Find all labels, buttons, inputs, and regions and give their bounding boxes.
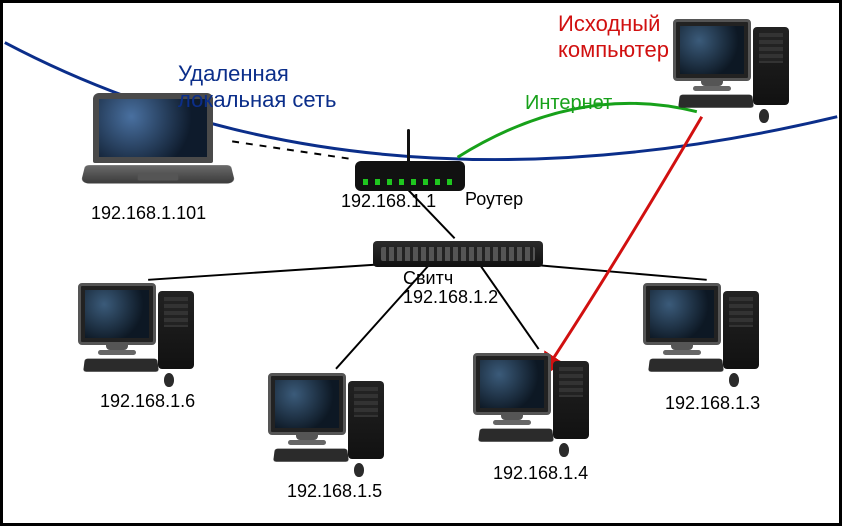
ip-router: 192.168.1.1 bbox=[341, 191, 436, 213]
desktop-pc6 bbox=[78, 283, 218, 393]
label-source-computer: Исходный компьютер bbox=[558, 11, 669, 64]
ip-pc4: 192.168.1.4 bbox=[493, 463, 588, 485]
ip-pc5: 192.168.1.5 bbox=[287, 481, 382, 503]
desktop-pc4 bbox=[473, 353, 613, 463]
edge-switch-pc3 bbox=[524, 264, 707, 280]
desktop-pc5 bbox=[268, 373, 408, 483]
ip-laptop: 192.168.1.101 bbox=[91, 203, 206, 225]
switch bbox=[373, 241, 543, 267]
desktop-source bbox=[673, 19, 813, 129]
label-router: Роутер bbox=[465, 189, 523, 211]
label-remote-lan: Удаленная локальная сеть bbox=[178, 61, 336, 114]
ip-switch: 192.168.1.2 bbox=[403, 287, 498, 309]
router bbox=[355, 131, 465, 191]
ip-pc6: 192.168.1.6 bbox=[100, 391, 195, 413]
edge-laptop-router bbox=[232, 141, 353, 159]
edge-switch-pc6 bbox=[148, 264, 385, 280]
desktop-pc3 bbox=[643, 283, 783, 393]
ip-pc3: 192.168.1.3 bbox=[665, 393, 760, 415]
label-internet: Интернет bbox=[525, 91, 612, 115]
